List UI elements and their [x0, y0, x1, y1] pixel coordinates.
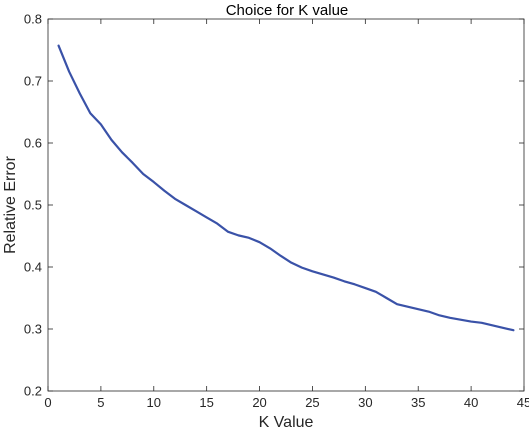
x-tick-label: 0 — [44, 395, 51, 410]
x-tick-label: 40 — [464, 395, 478, 410]
y-tick-label: 0.8 — [24, 12, 42, 27]
y-tick-label: 0.7 — [24, 74, 42, 89]
y-axis-label: Relative Error — [2, 155, 19, 253]
x-tick-label: 25 — [305, 395, 319, 410]
series-layer — [57, 44, 515, 332]
x-tick-label: 15 — [199, 395, 213, 410]
x-axis-label: K Value — [259, 414, 314, 431]
y-tick-label: 0.6 — [24, 136, 42, 151]
x-axis-ticks: 0 5 10 15 20 25 30 35 40 45 — [44, 19, 529, 410]
x-tick-label: 35 — [411, 395, 425, 410]
series-line — [57, 44, 515, 332]
x-tick-label: 30 — [358, 395, 372, 410]
y-tick-label: 0.2 — [24, 384, 42, 399]
x-tick-label: 10 — [147, 395, 161, 410]
x-tick-label: 5 — [97, 395, 104, 410]
plot-frame — [47, 18, 525, 392]
y-axis-ticks: 0.2 0.3 0.4 0.5 0.6 0.7 0.8 — [24, 12, 524, 399]
y-tick-label: 0.4 — [24, 260, 42, 275]
y-tick-label: 0.3 — [24, 322, 42, 337]
chart-title: Choice for K value — [226, 2, 349, 19]
x-tick-label: 20 — [252, 395, 266, 410]
x-tick-label: 45 — [517, 395, 529, 410]
y-tick-label: 0.5 — [24, 198, 42, 213]
